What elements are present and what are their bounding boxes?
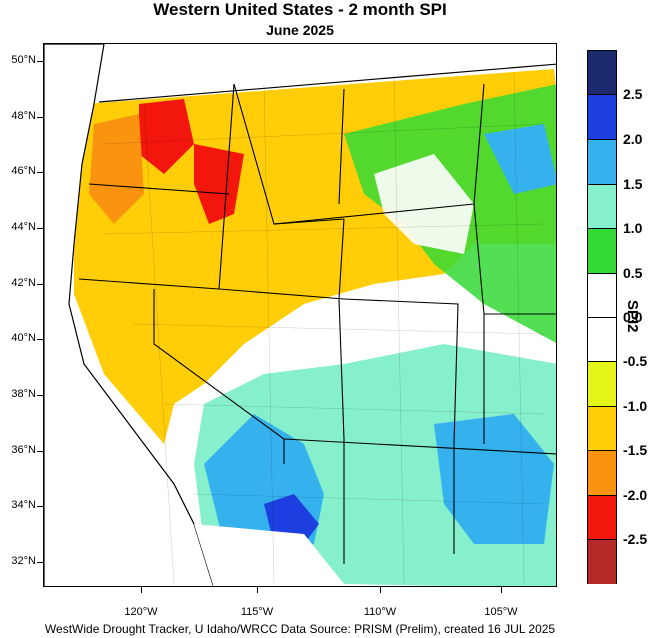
cb-label-4: 0.5 <box>623 265 643 281</box>
map-area <box>43 43 557 587</box>
lon-label-120: 120°W <box>124 606 158 618</box>
mexico-region <box>194 524 451 586</box>
state-boundaries <box>78 83 556 564</box>
cb-label-8: -1.5 <box>623 442 648 458</box>
colorbar-title: SPI2 <box>624 300 641 333</box>
cb-label-5: 0.0 <box>623 309 643 325</box>
cb-seg-1 <box>588 95 616 140</box>
cb-seg-8 <box>588 407 616 451</box>
cb-label-7: -1.0 <box>623 398 648 414</box>
moderate-dry-coast <box>89 114 144 224</box>
credit-line: WestWide Drought Tracker, U Idaho/WRCC D… <box>44 622 556 636</box>
cb-seg-10 <box>588 496 616 540</box>
lat-label-40: 40°N <box>11 332 36 344</box>
lon-label-110: 110°W <box>363 606 397 618</box>
cb-label-10: -2.5 <box>623 531 648 547</box>
cb-seg-9 <box>588 451 616 496</box>
cb-seg-2 <box>588 140 616 185</box>
cb-label-6: -0.5 <box>623 353 648 369</box>
very-wet-region-new-mexico <box>434 414 554 544</box>
cb-seg-4 <box>588 229 616 274</box>
lon-label-105: 105°W <box>484 606 518 618</box>
spi-colorbar <box>587 50 617 584</box>
severe-dry-washington <box>139 99 194 174</box>
cb-label-9: -2.0 <box>623 487 648 503</box>
cb-seg-3 <box>588 185 616 229</box>
lat-label-36: 36°N <box>11 444 36 456</box>
county-lines <box>103 73 545 585</box>
severe-dry-idaho <box>194 144 244 224</box>
lat-label-48: 48°N <box>11 110 36 122</box>
cb-seg-5 <box>588 274 616 318</box>
map-title: Western United States - 2 month SPI <box>153 0 447 19</box>
lat-label-46: 46°N <box>11 165 36 177</box>
lat-label-50: 50°N <box>11 54 36 66</box>
cb-label-1: 2.0 <box>623 131 643 147</box>
lat-label-42: 42°N <box>11 277 36 289</box>
cb-seg-11 <box>588 540 616 584</box>
cb-label-2: 1.5 <box>623 176 643 192</box>
lat-label-38: 38°N <box>11 388 36 400</box>
cb-seg-6 <box>588 318 616 362</box>
normal-region <box>374 154 474 254</box>
lat-label-34: 34°N <box>11 499 36 511</box>
lat-label-44: 44°N <box>11 221 36 233</box>
cb-label-0: 2.5 <box>623 86 643 102</box>
cb-seg-0 <box>588 51 616 95</box>
lon-label-115: 115°W <box>240 606 274 618</box>
cb-seg-7 <box>588 362 616 407</box>
cb-label-3: 1.0 <box>623 220 643 236</box>
wet-region-dakotas <box>484 124 556 194</box>
spi-map <box>44 44 556 586</box>
map-subtitle: June 2025 <box>266 22 334 38</box>
lat-label-32: 32°N <box>11 555 36 567</box>
extreme-wet-region <box>264 494 319 544</box>
